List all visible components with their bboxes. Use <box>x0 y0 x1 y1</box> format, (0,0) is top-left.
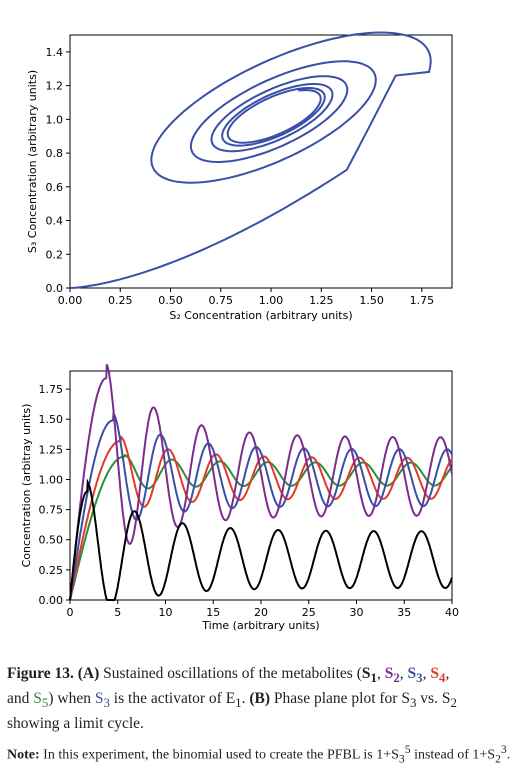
caption-when: ) when <box>48 690 91 708</box>
caption-and: and <box>7 690 30 708</box>
enzyme-subscript: 1 <box>235 695 242 711</box>
caption-text-b: Phase plane plot for S <box>273 690 410 708</box>
metabolite-list: S1, S2, S3, S4, <box>361 665 450 686</box>
metabolite-s3-activator: S3 <box>94 690 110 711</box>
x-tick-label-a: 1.00 <box>259 294 284 307</box>
y-tick-label-a: 0.4 <box>46 215 64 228</box>
x-tick-label-b: 25 <box>302 606 316 619</box>
x-tick-label-b: 10 <box>159 606 173 619</box>
y-tick-label-b: 1.00 <box>39 473 64 486</box>
time-series-line <box>69 454 453 601</box>
y-tick-label-b: 0.25 <box>39 564 64 577</box>
metabolite-s3: S3 <box>407 665 423 686</box>
time-series-line <box>69 364 453 601</box>
x-tick-label-b: 15 <box>206 606 220 619</box>
metabolite-s1: S1 <box>361 665 377 686</box>
caption-part-a: (A) <box>77 665 100 682</box>
y-tick-label-b: 1.50 <box>39 413 64 426</box>
y-tick-label-a: 1.2 <box>46 80 64 93</box>
note-sub-2: 2 <box>495 752 501 766</box>
x-tick-label-a: 0.25 <box>108 294 133 307</box>
figure-caption: Figure 13. (A) Sustained oscillations of… <box>7 665 457 733</box>
metabolite-s2: S2 <box>384 665 400 686</box>
x-axis-label-a: S₂ Concentration (arbitrary units) <box>169 309 352 322</box>
metabolite-s5: S5 <box>33 690 49 711</box>
caption-showing: showing a limit cycle. <box>7 715 144 733</box>
time-series-chart: 0 5 10 15 20 25 30 35 40 0.00 0.25 0.50 0.75 1.00 1.25… <box>20 364 459 632</box>
note-mid: instead of 1+S <box>410 747 496 763</box>
caption-text-a: Sustained oscillations of the metabolite… <box>103 665 362 682</box>
y-tick-label-a: 0.2 <box>46 248 64 261</box>
x-tick-label-a: 0.75 <box>209 294 234 307</box>
x-axis-label-b: Time (arbitrary units) <box>201 619 319 632</box>
y-tick-label-b: 1.75 <box>39 383 64 396</box>
y-tick-label-a: 1.0 <box>46 113 64 126</box>
phase-plane-chart: 0.00 0.25 0.50 0.75 1.00 1.25 1.50 1.75 0.0 0.2 0.… <box>26 31 453 322</box>
x-tick-label-b: 20 <box>254 606 268 619</box>
y-tick-label-b: 0.50 <box>39 534 64 547</box>
caption-vs: vs. S <box>420 690 451 708</box>
x-tick-label-a: 1.50 <box>359 294 384 307</box>
note-label: Note: <box>7 747 40 763</box>
note-sup-2: 3 <box>500 743 507 756</box>
experiment-note: Note: In this experiment, the binomial u… <box>7 743 513 765</box>
y-tick-label-a: 0.0 <box>46 282 64 295</box>
x-tick-label-a: 1.25 <box>309 294 334 307</box>
y-tick-label-a: 1.4 <box>46 46 64 59</box>
note-end: . <box>506 747 511 763</box>
note-sub-1: 3 <box>398 752 405 766</box>
x-tick-label-a: 0.00 <box>58 294 83 307</box>
phase-sub-2: 2 <box>450 695 457 711</box>
time-series-line <box>69 435 453 601</box>
y-tick-label-a: 0.8 <box>46 147 64 160</box>
x-tick-label-b: 35 <box>397 606 411 619</box>
phase-sub-1: 3 <box>409 695 417 711</box>
x-tick-label-b: 5 <box>114 606 121 619</box>
plot-frame-a <box>69 34 453 289</box>
x-tick-label-b: 0 <box>67 606 74 619</box>
x-tick-label-a: 0.50 <box>158 294 183 307</box>
limit-cycle-trajectory <box>69 31 432 289</box>
figure-label: Figure 13. <box>7 665 74 682</box>
metabolite-s4: S4 <box>430 665 446 686</box>
y-tick-label-b: 1.25 <box>39 443 64 456</box>
y-tick-label-a: 0.6 <box>46 181 64 194</box>
time-series-line <box>69 410 453 601</box>
y-tick-label-b: 0.75 <box>39 504 64 517</box>
caption-activator: is the activator of E <box>113 690 236 708</box>
note-text: In this experiment, the binomial used to… <box>43 747 399 763</box>
note-sup-1: 5 <box>404 743 411 756</box>
x-tick-label-a: 1.75 <box>410 294 435 307</box>
y-axis-label-b: Concentration (arbitray units) <box>20 404 33 568</box>
y-tick-label-b: 0.00 <box>39 594 64 607</box>
time-series-line <box>69 478 453 601</box>
caption-part-b: (B) <box>249 690 271 708</box>
x-tick-label-b: 30 <box>350 606 364 619</box>
y-axis-label-a: S₃ Concentration (arbitrary units) <box>26 70 39 253</box>
x-tick-label-b: 40 <box>445 606 459 619</box>
